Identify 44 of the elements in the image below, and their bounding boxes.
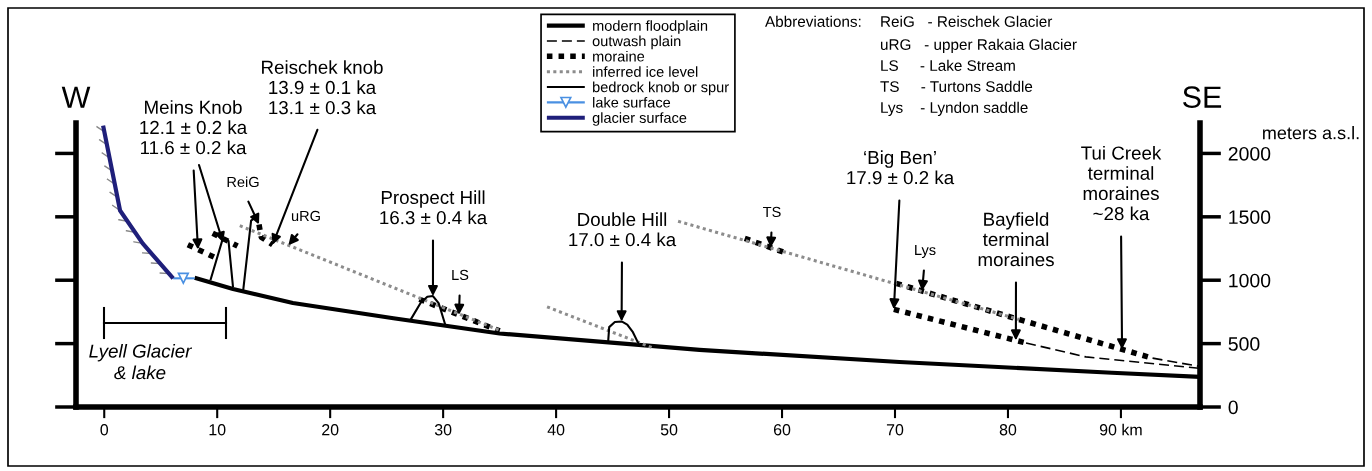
legend-label: modern floodplain [593,20,708,34]
text: ReiG - Reischek Glacier [881,15,1053,27]
x-tick-label: 0 [100,424,109,436]
text: SE [1183,86,1222,108]
x-tick-label: 40 [547,424,565,436]
annotation: Meins Knob 12.1 ± 0.2 ka 11.6 ± 0.2 ka [140,100,248,155]
legend-label: outwash plain [592,35,681,50]
text: W [61,86,91,108]
annotation: Prospect Hill 16.3 ± 0.4 ka [380,190,488,225]
y-tick-label: 2000 [1228,146,1271,161]
text: Abbreviations: [765,15,861,27]
annotation: TS [763,206,781,218]
annotation: Lyell Glacier & lake [89,343,193,380]
x-tick-label: 80 [999,424,1017,436]
annotation: Bayfield terminal moraines [978,212,1054,267]
annotation: uRG [291,210,320,222]
x-tick-label: 20 [322,424,339,436]
annotation: Tui Creek terminal moraines ~28 ka [1081,145,1162,221]
x-tick-label: 90 km [1099,423,1142,436]
annotation: Lys [915,244,936,258]
y-tick-label: 1500 [1229,210,1271,225]
annotation: ‘Big Ben’ 17.9 ± 0.2 ka [847,150,955,185]
x-tick-label: 70 [886,424,904,436]
x-tick-label: 10 [209,424,226,436]
legend-label: bedrock knob or spur [593,81,729,96]
x-tick-label: 50 [660,424,678,436]
text: TS - Turtons Saddle [880,80,1033,92]
y-tick-label: 1000 [1229,273,1271,288]
x-tick-label: 30 [434,424,452,436]
legend-label: glacier surface [592,112,687,126]
legend-label: lake surface [593,96,671,108]
y-tick-label: 0 [1228,400,1238,415]
text: Lys - Lyndon saddle [881,101,1028,116]
annotation: Reischek knob 13.9 ± 0.1 ka 13.1 ± 0.3 ka [262,60,383,115]
legend-label: inferred ice level [593,66,698,77]
annotation: LS [452,269,469,281]
annotation: Double Hill 17.0 ± 0.4 ka [569,212,677,247]
text: LS - Lake Stream [881,59,1015,71]
y-axis-title: meters a.s.l. [1263,126,1359,140]
y-tick-label: 500 [1228,337,1260,351]
text: uRG - upper Rakaia Glacier [880,38,1077,53]
x-tick-label: 60 [773,424,791,436]
annotation: ReiG [227,176,259,188]
legend-label: moraine [593,50,645,62]
